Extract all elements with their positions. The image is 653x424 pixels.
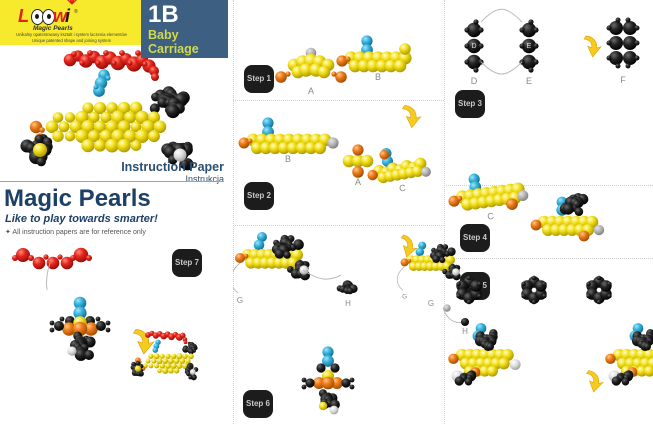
svg-text:G: G xyxy=(402,293,407,300)
svg-text:H: H xyxy=(462,327,468,336)
svg-text:B: B xyxy=(285,154,291,164)
svg-text:A: A xyxy=(308,86,314,96)
svg-text:D: D xyxy=(471,43,476,50)
svg-text:F: F xyxy=(620,75,626,85)
svg-text:E: E xyxy=(526,76,532,86)
svg-text:G: G xyxy=(428,299,434,308)
svg-text:H: H xyxy=(345,299,351,308)
svg-text:B: B xyxy=(375,72,381,82)
svg-text:A: A xyxy=(355,177,361,187)
svg-text:C: C xyxy=(398,183,407,194)
svg-text:C: C xyxy=(487,211,495,222)
svg-text:E: E xyxy=(527,43,532,50)
svg-text:G: G xyxy=(237,296,243,305)
svg-text:D: D xyxy=(471,76,478,86)
